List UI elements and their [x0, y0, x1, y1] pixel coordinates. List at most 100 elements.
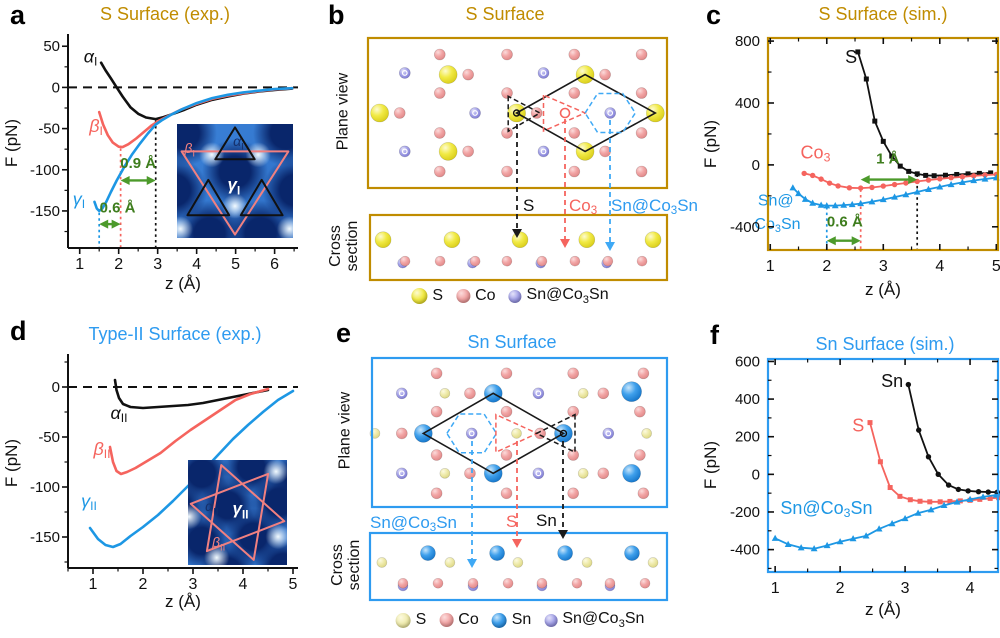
site-marker-outline: [507, 95, 542, 133]
legend-item: Co: [439, 611, 479, 629]
atom-s: [578, 231, 596, 248]
atom-co: [430, 367, 443, 380]
atom-co: [433, 48, 446, 61]
atom-co: [464, 387, 476, 400]
x-tick-label: 5: [992, 258, 1000, 275]
panel-f: f Sn Surface (sim.) Sn S Sn@Co3Sn 600 400 200…: [680, 310, 1000, 638]
legend-item: Co: [456, 287, 496, 305]
atom-sn: [624, 545, 640, 561]
series-gamma_II: [88, 389, 295, 549]
atom-co: [462, 145, 474, 158]
legend-label: S: [415, 611, 427, 629]
series-label-alpha_I: αI: [84, 47, 98, 69]
atom-co: [434, 255, 446, 267]
atom-co: [433, 87, 446, 99]
atom-s: [374, 231, 392, 248]
atom-co: [597, 467, 610, 480]
atom-co: [501, 127, 513, 139]
atom-co: [635, 165, 648, 178]
x-tick-label: 2: [822, 258, 831, 275]
x-tick-label: 1: [75, 256, 84, 273]
x-tick-label: 6: [270, 256, 279, 273]
legend-label: Sn: [511, 611, 532, 629]
atom-co: [634, 449, 646, 461]
atom-s: [644, 231, 662, 248]
y-axis-label: F (pN): [701, 120, 720, 168]
series-label-gamma_II: γII: [81, 491, 97, 513]
atom-co: [502, 577, 514, 589]
atom-chip-icon: [395, 612, 411, 628]
series-alpha_II: [113, 378, 270, 410]
series-label-Sn: Sn: [881, 371, 903, 391]
site-label: Co3: [569, 196, 597, 217]
x-tick-label: 2: [139, 576, 148, 593]
force-curve-chart-sn-surface-sim: Sn S Sn@Co3Sn 600 400 200 0 -200 -400 1 2 3 4 z (Å) F …: [701, 353, 1000, 619]
atom-chip-icon: [439, 613, 454, 628]
afm-image-inset-type2-surface: αII γII βII: [188, 460, 287, 565]
atom-sn: [557, 545, 573, 561]
x-tick-label: 3: [901, 580, 910, 597]
legend-label: Co: [475, 287, 496, 305]
y-tick-label: -50: [38, 121, 60, 138]
atom-co: [430, 487, 443, 500]
atom-sp: [444, 557, 456, 568]
atom-s: [370, 103, 389, 123]
y-tick-label: -50: [38, 429, 60, 446]
y-tick-label: -400: [730, 542, 760, 559]
series-label-extra: Sn@: [758, 192, 794, 209]
site-ring-marker: [559, 429, 568, 438]
atom-sn: [420, 545, 436, 561]
plane-view-label: Plane view: [334, 72, 352, 151]
atom-x: [537, 67, 550, 79]
legend-item: S: [411, 287, 443, 305]
atom-sp: [577, 388, 589, 399]
atom-x: [398, 145, 411, 158]
atom-legend-s-surface: S Co Sn@Co3Sn: [411, 286, 609, 306]
panel-letter-c: c: [706, 0, 722, 30]
distance-arrow: [99, 219, 121, 229]
atom-sp: [511, 428, 522, 439]
atom-x: [469, 107, 481, 119]
atom-s: [443, 231, 461, 248]
panel-b: b S Surface S Co3 Sn@Co3Sn Plane view Cros…: [320, 0, 698, 310]
legend-label: Co: [458, 611, 479, 629]
distance-label: 1 Å: [876, 150, 900, 167]
series-S: [867, 420, 1000, 505]
panel-f-title: Sn Surface (sim.): [815, 334, 955, 354]
y-tick-label: -400: [730, 219, 760, 236]
atom-co: [639, 577, 651, 589]
atom-co: [568, 48, 581, 61]
x-tick-label: 1: [766, 258, 775, 275]
panel-letter-b: b: [328, 0, 345, 30]
x-axis-label: z (Å): [165, 592, 201, 611]
site-marker-outline: [534, 413, 576, 454]
y-tick-label: 0: [52, 379, 60, 396]
legend-item: Sn@Co3Sn: [508, 286, 609, 306]
panel-letter-d: d: [10, 316, 27, 346]
panel-c-title: S Surface (sim.): [818, 4, 948, 24]
x-axis-label: z (Å): [865, 280, 901, 299]
inset-site-label: γII: [232, 499, 249, 522]
crystal-structure-s-surface: S Co3 Sn@Co3Sn: [366, 36, 698, 282]
series-Sn@Co3Sn: [789, 174, 1000, 209]
x-tick-label: 4: [239, 576, 248, 593]
legend-label: S: [432, 287, 444, 305]
x-tick-label: 3: [153, 256, 162, 273]
site-ring-marker: [512, 109, 521, 117]
site-arrow: [512, 441, 522, 548]
distance-arrow: [120, 175, 156, 185]
site-arrow: [560, 119, 570, 248]
atom-co: [637, 367, 650, 380]
atom-co: [433, 165, 446, 178]
atom-co: [568, 87, 581, 99]
atom-co: [599, 68, 611, 81]
atom-co: [568, 127, 581, 139]
distance-arrow: [860, 175, 918, 185]
atom-co: [501, 255, 513, 267]
plane-view-label: Plane view: [336, 391, 354, 470]
atom-co: [567, 449, 579, 461]
series-label-extra: Co3Sn: [754, 216, 800, 235]
legend-item: S: [395, 611, 427, 629]
inset-site-label: αII: [205, 498, 219, 518]
